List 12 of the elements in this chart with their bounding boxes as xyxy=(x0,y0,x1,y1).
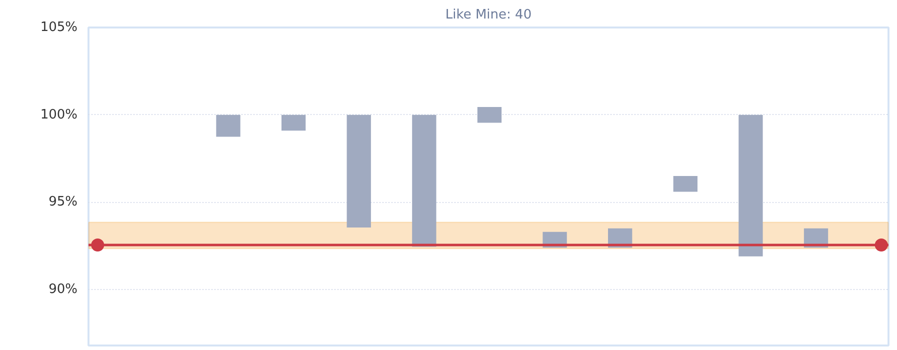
bar xyxy=(216,114,240,137)
bar xyxy=(412,114,436,247)
bar xyxy=(281,114,306,131)
y-tick-label: 100% xyxy=(40,107,78,122)
y-tick-label: 105% xyxy=(40,20,78,35)
y-tick-label: 90% xyxy=(48,282,78,298)
bar xyxy=(346,114,371,228)
bar xyxy=(477,107,502,123)
chart-title: Like Mine: 40 xyxy=(445,8,532,22)
bar xyxy=(673,176,698,192)
bar xyxy=(738,114,763,256)
y-tick-label: 95% xyxy=(48,194,78,210)
